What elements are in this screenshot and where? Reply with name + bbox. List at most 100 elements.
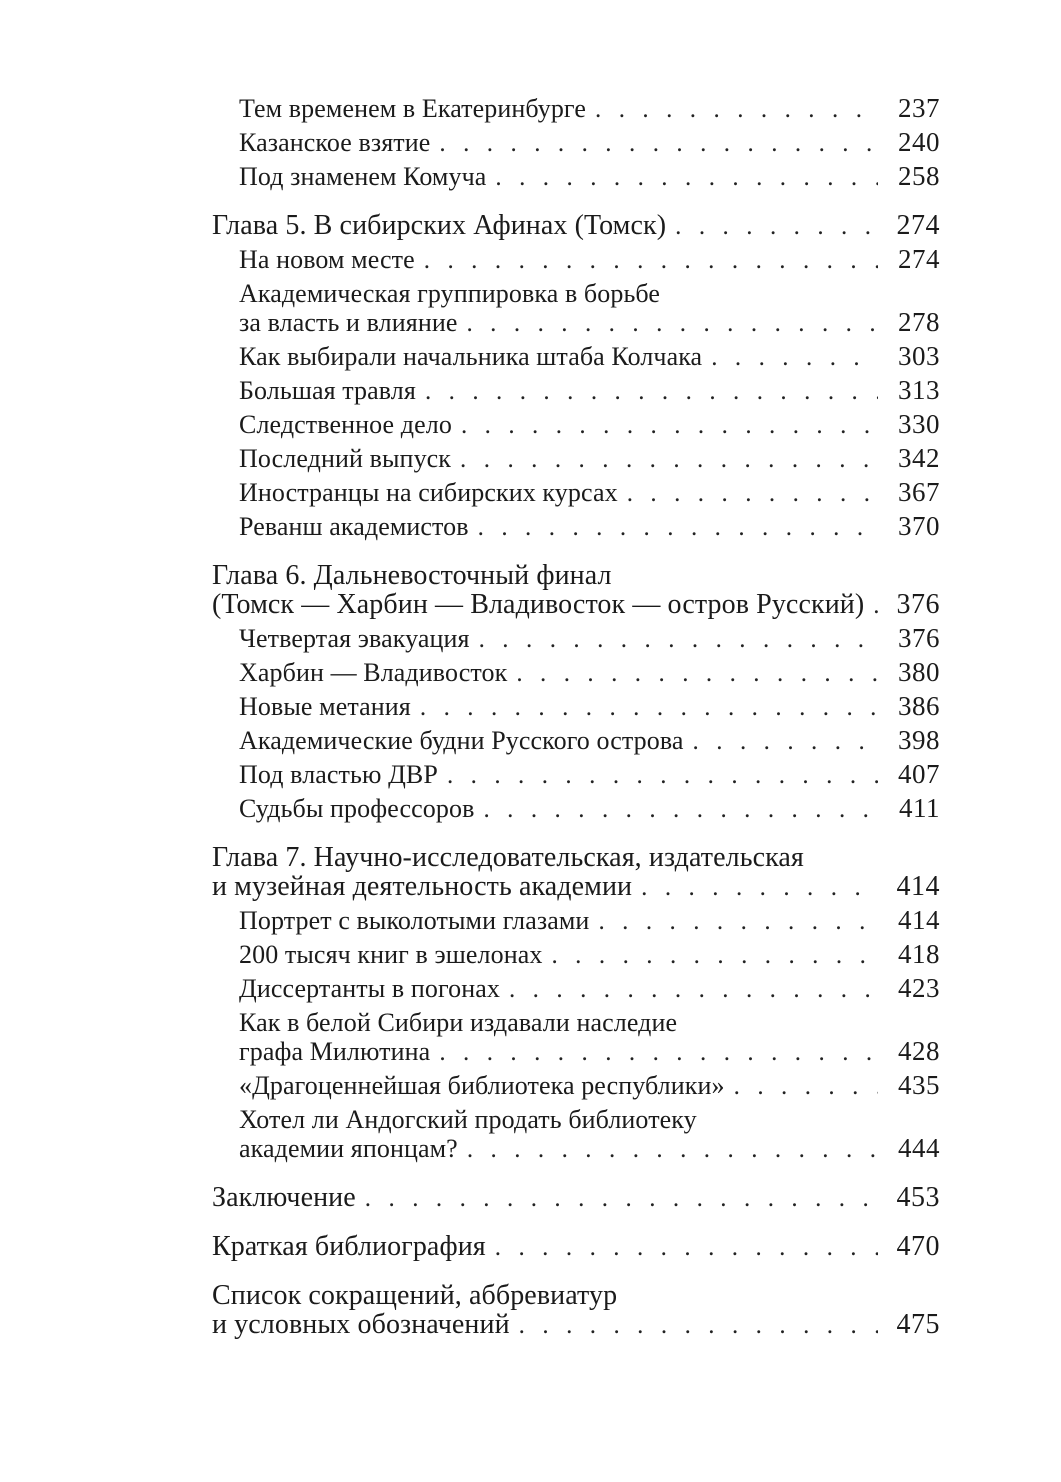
toc-entry-row: академии японцам? . . . . . . . . . . . .… bbox=[239, 1134, 940, 1164]
toc-section-entry: Судьбы профессоров . . . . . . . . . . . … bbox=[212, 794, 940, 824]
toc-entry-row: «Драгоценнейшая библиотека республики» . … bbox=[239, 1071, 940, 1101]
toc-entry-row: Краткая библиография . . . . . . . . . . … bbox=[212, 1232, 940, 1262]
toc-entry-wrap-line: Список сокращений, аббревиатур bbox=[212, 1281, 940, 1310]
toc-entry-wrap-line: Глава 7. Научно-исследовательская, издат… bbox=[212, 843, 940, 872]
toc-section-entry: Как выбирали начальника штаба Колчака . .… bbox=[212, 342, 940, 372]
dot-leader: . . . . . . . . . . . . . . . . . . . . … bbox=[692, 728, 878, 755]
page-number: 428 bbox=[898, 1036, 940, 1066]
toc-entry-wrap-line: Глава 6. Дальневосточный финал bbox=[212, 561, 940, 590]
page-number: 237 bbox=[898, 93, 940, 123]
page-number: 370 bbox=[898, 511, 940, 541]
dot-leader: . . . . . . . . . . . . . . . . . . . . … bbox=[439, 1039, 878, 1066]
toc-entry-title: На новом месте bbox=[239, 245, 415, 274]
dot-leader: . . . . . . . . . . . . . . . . . . . . … bbox=[466, 1136, 878, 1163]
toc-entry-row: Последний выпуск . . . . . . . . . . . . … bbox=[239, 444, 940, 474]
dot-leader: . . . . . . . . . . . . . . . . . . . . … bbox=[864, 591, 878, 620]
page-number: 435 bbox=[898, 1070, 940, 1100]
dot-leader: . . . . . . . . . . . . . . . . . . . . … bbox=[477, 514, 878, 541]
toc-entry-row: Казанское взятие . . . . . . . . . . . . … bbox=[239, 128, 940, 158]
toc-entry-wrap-line: Академическая группировка в борьбе bbox=[239, 279, 940, 308]
toc-entry-row: и музейная деятельность академии . . . . … bbox=[212, 872, 940, 902]
dot-leader: . . . . . . . . . . . . . . . . . . . . … bbox=[508, 976, 878, 1003]
dot-leader: . . . . . . . . . . . . . . . . . . . . … bbox=[675, 213, 878, 240]
toc-entry-row: (Томск — Харбин — Владивосток — остров Р… bbox=[212, 590, 940, 620]
toc-entry-row: Заключение . . . . . . . . . . . . . . . … bbox=[212, 1183, 940, 1213]
page-number: 418 bbox=[898, 939, 940, 969]
toc-entry-wrap-line: Хотел ли Андогский продать библиотеку bbox=[239, 1105, 940, 1134]
page-number: 278 bbox=[898, 307, 940, 337]
toc-section-entry: Последний выпуск . . . . . . . . . . . . … bbox=[212, 444, 940, 474]
page-number: 274 bbox=[898, 244, 940, 274]
toc-entry-row: Под знаменем Комуча . . . . . . . . . . .… bbox=[239, 162, 940, 192]
toc-section-entry: Под властью ДВР . . . . . . . . . . . . .… bbox=[212, 760, 940, 790]
dot-leader: . . . . . . . . . . . . . . . . . . . . … bbox=[446, 762, 878, 789]
page-number: 380 bbox=[898, 657, 940, 687]
toc-section-entry: Хотел ли Андогский продать библиотеку ака… bbox=[212, 1105, 940, 1164]
toc-entry-row: Новые метания . . . . . . . . . . . . . .… bbox=[239, 692, 940, 722]
page-number: 423 bbox=[898, 973, 940, 1003]
dot-leader: . . . . . . . . . . . . . . . . . . . . … bbox=[495, 164, 878, 191]
dot-leader: . . . . . . . . . . . . . . . . . . . . … bbox=[733, 1073, 878, 1100]
page-number: 258 bbox=[898, 161, 940, 191]
page-number: 240 bbox=[898, 127, 940, 157]
toc-entry-row: Тем временем в Екатеринбурге . . . . . . … bbox=[239, 94, 940, 124]
toc-section-entry: Харбин — Владивосток . . . . . . . . . . … bbox=[212, 658, 940, 688]
toc-entry-title: 200 тысяч книг в эшелонах bbox=[239, 940, 543, 969]
toc-entry-row: Академические будни Русского острова . . … bbox=[239, 726, 940, 756]
page-number: 444 bbox=[898, 1133, 940, 1163]
dot-leader: . . . . . . . . . . . . . . . . . . . . … bbox=[439, 130, 878, 157]
toc-entry-title: Следственное дело bbox=[239, 410, 452, 439]
dot-leader: . . . . . . . . . . . . . . . . . . . . … bbox=[466, 310, 878, 337]
toc-entry-title: Как в белой Сибири издавали наследие bbox=[239, 1008, 678, 1037]
dot-leader: . . . . . . . . . . . . . . . . . . . . … bbox=[598, 908, 878, 935]
dot-leader: . . . . . . . . . . . . . . . . . . . . … bbox=[494, 1234, 878, 1261]
toc-section-entry: Следственное дело . . . . . . . . . . . .… bbox=[212, 410, 940, 440]
toc-entry-title: Как выбирали начальника штаба Колчака bbox=[239, 342, 703, 371]
toc-entry-title: Под властью ДВР bbox=[239, 760, 438, 789]
toc-entry-row: 200 тысяч книг в эшелонах . . . . . . . .… bbox=[239, 940, 940, 970]
dot-leader: . . . . . . . . . . . . . . . . . . . . … bbox=[551, 942, 878, 969]
dot-leader: . . . . . . . . . . . . . . . . . . . . … bbox=[478, 626, 878, 653]
toc-entry-row: Харбин — Владивосток . . . . . . . . . . … bbox=[239, 658, 940, 688]
toc-entry-title: за власть и влияние bbox=[239, 308, 458, 337]
toc-section-entry: Портрет с выколотыми глазами . . . . . . … bbox=[212, 906, 940, 936]
toc-entry-title: Хотел ли Андогский продать библиотеку bbox=[239, 1105, 697, 1134]
page-number: 386 bbox=[898, 691, 940, 721]
toc-section-entry: 200 тысяч книг в эшелонах . . . . . . . .… bbox=[212, 940, 940, 970]
toc-section-entry: Тем временем в Екатеринбурге . . . . . . … bbox=[212, 94, 940, 124]
dot-leader: . . . . . . . . . . . . . . . . . . . . … bbox=[423, 247, 878, 274]
dot-leader: . . . . . . . . . . . . . . . . . . . . … bbox=[595, 96, 878, 123]
toc-entry-title: Портрет с выколотыми глазами bbox=[239, 906, 590, 935]
page-number: 407 bbox=[898, 759, 940, 789]
toc-entry-title: (Томск — Харбин — Владивосток — остров Р… bbox=[212, 589, 865, 620]
toc-entry-title: Под знаменем Комуча bbox=[239, 162, 487, 191]
page-number: 342 bbox=[898, 443, 940, 473]
toc-entry-row: Четвертая эвакуация . . . . . . . . . . .… bbox=[239, 624, 940, 654]
toc-entry-row: На новом месте . . . . . . . . . . . . . … bbox=[239, 245, 940, 275]
toc-entry-wrap-line: Как в белой Сибири издавали наследие bbox=[239, 1008, 940, 1037]
toc-entry-title: Диссертанты в погонах bbox=[239, 974, 500, 1003]
toc-section-entry: Четвертая эвакуация . . . . . . . . . . .… bbox=[212, 624, 940, 654]
toc-section-entry: Большая травля . . . . . . . . . . . . . … bbox=[212, 376, 940, 406]
toc-section-entry: Реванш академистов . . . . . . . . . . . … bbox=[212, 512, 940, 542]
page-number: 330 bbox=[898, 409, 940, 439]
page-number: 367 bbox=[898, 477, 940, 507]
page-number: 411 bbox=[899, 793, 940, 823]
toc-section-entry: Диссертанты в погонах . . . . . . . . . .… bbox=[212, 974, 940, 1004]
toc-entry-title: и музейная деятельность академии bbox=[212, 871, 633, 902]
toc-section-entry: Академические будни Русского острова . . … bbox=[212, 726, 940, 756]
page-number: 453 bbox=[896, 1182, 940, 1213]
toc-entry-title: Глава 7. Научно-исследовательская, издат… bbox=[212, 842, 804, 873]
dot-leader: . . . . . . . . . . . . . . . . . . . . … bbox=[516, 660, 878, 687]
toc-entry-row: Судьбы профессоров . . . . . . . . . . . … bbox=[239, 794, 940, 824]
dot-leader: . . . . . . . . . . . . . . . . . . . . … bbox=[460, 412, 878, 439]
toc-entry-title: Последний выпуск bbox=[239, 444, 452, 473]
toc-entry-title: и условных обозначений bbox=[212, 1309, 510, 1340]
toc-entry-title: Глава 5. В сибирских Афинах (Томск) bbox=[212, 210, 667, 241]
toc-entry-title: Судьбы профессоров bbox=[239, 794, 475, 823]
page-number: 414 bbox=[896, 871, 940, 902]
toc-entry-title: Заключение bbox=[212, 1182, 356, 1213]
page-number: 376 bbox=[898, 623, 940, 653]
toc-chapter-entry: Краткая библиография . . . . . . . . . . … bbox=[212, 1232, 940, 1262]
toc-entry-title: Реванш академистов bbox=[239, 512, 469, 541]
